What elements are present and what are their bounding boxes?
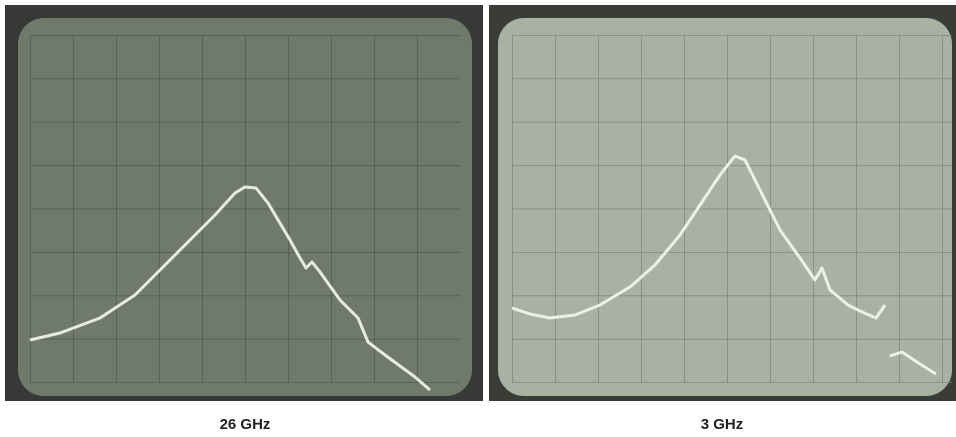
caption: 26 GHz [220,416,271,433]
caption: 3 GHz [701,416,744,433]
scope-photo-right [489,5,956,401]
scope-photo-left [5,5,483,401]
